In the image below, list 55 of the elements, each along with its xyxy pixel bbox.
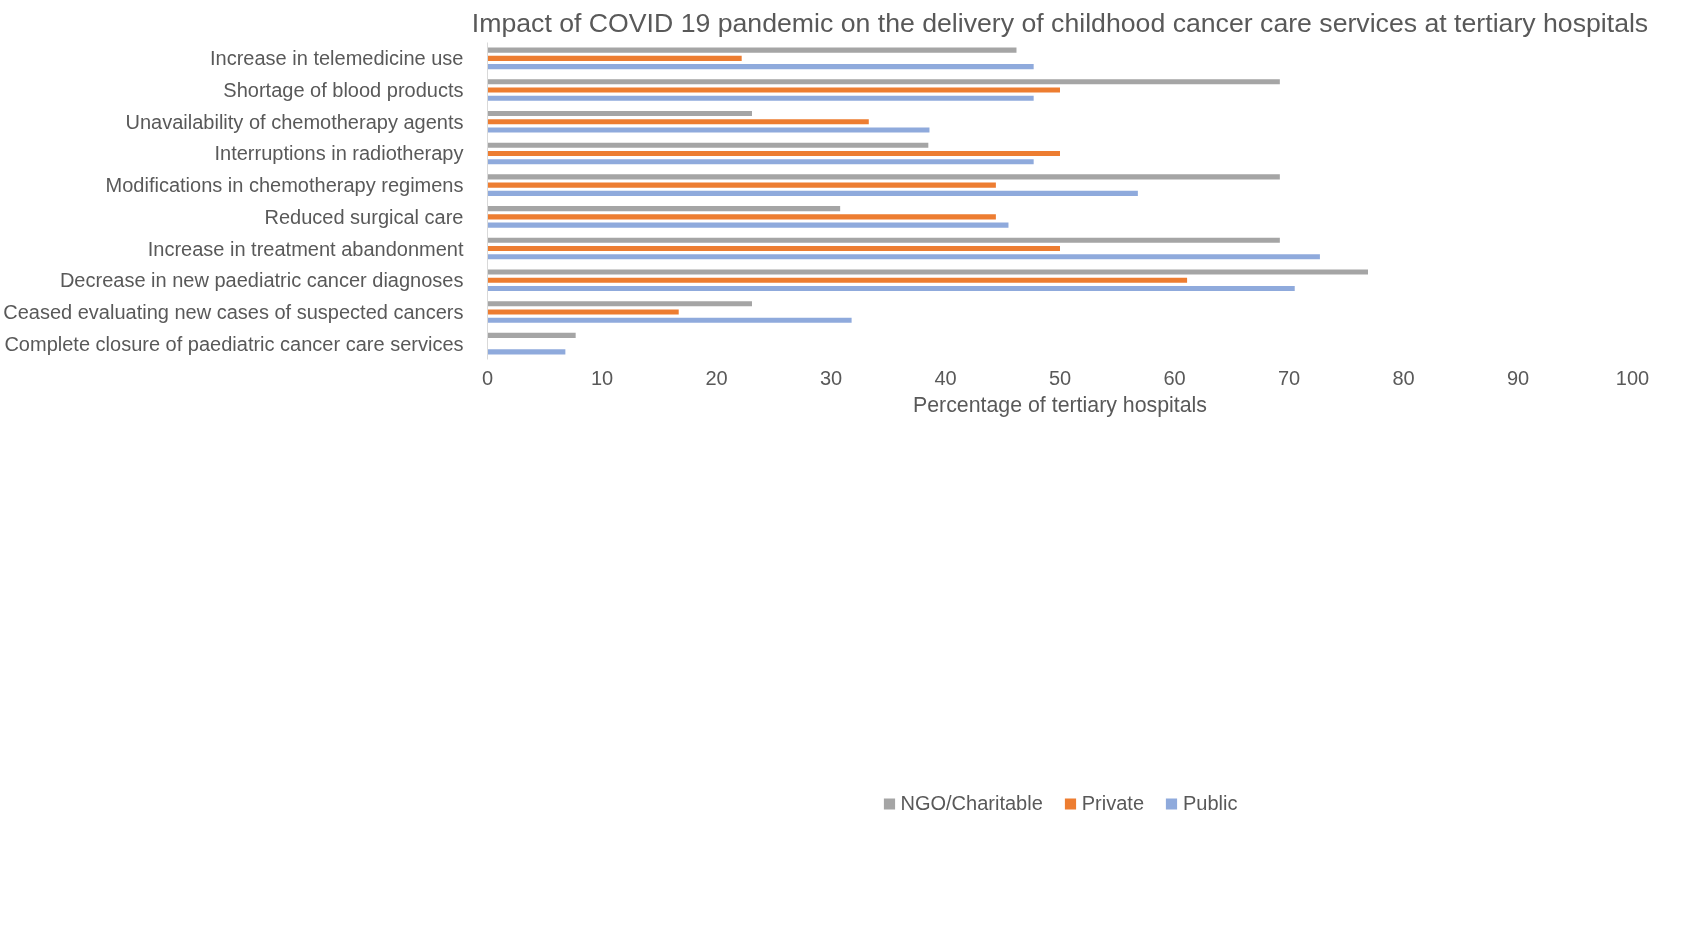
legend-label: Private: [1081, 791, 1145, 815]
y-tick-label: Unavailability of chemotherapy agents: [125, 110, 464, 133]
bar: [487, 285, 1295, 292]
bar: [487, 349, 566, 355]
bar: [487, 301, 752, 307]
bar: [487, 142, 929, 148]
y-tick-label: Complete closure of paediatric cancer care services: [4, 332, 464, 355]
bar: [487, 206, 841, 212]
y-tick-label: Ceased evaluating new cases of suspected cancers: [3, 300, 464, 323]
y-tick-label: Modifications in chemotherapy regimens: [105, 174, 464, 197]
y-tick-label: Decrease in new paediatric cancer diagnoses: [59, 269, 464, 292]
bar: [487, 254, 1320, 260]
x-tick-label: 50: [1048, 366, 1072, 389]
bar: [487, 55, 742, 61]
legend-label: NGO/Charitable: [900, 791, 1043, 815]
x-tick-label: 30: [819, 366, 843, 389]
x-tick-label: 70: [1277, 366, 1301, 389]
bar: [487, 159, 1034, 165]
x-tick-label: 0: [481, 366, 494, 389]
bar: [487, 95, 1034, 101]
y-tick-label: Interruptions in radiotherapy: [214, 142, 464, 165]
chart-title: Impact of COVID 19 pandemic on the delivery of childhood cancer care services at tertiary hospitals: [471, 7, 1649, 38]
bar: [487, 269, 1369, 275]
bar: [487, 190, 1138, 196]
bar: [487, 214, 996, 220]
bar: [487, 182, 996, 188]
bar: [487, 150, 1060, 157]
x-tick-label: 20: [705, 366, 728, 389]
bar: [487, 332, 576, 338]
bar: [487, 127, 930, 133]
bar: [487, 174, 1280, 180]
bar: [487, 317, 852, 323]
y-tick-label: Increase in telemedicine use: [210, 47, 464, 70]
legend-label: Public: [1183, 791, 1238, 815]
x-tick-label: 80: [1392, 366, 1415, 389]
x-tick-label: 90: [1506, 366, 1530, 389]
bar: [487, 87, 1060, 93]
bar: [487, 64, 1034, 70]
bar: [487, 237, 1280, 243]
y-tick-label: Shortage of blood products: [223, 79, 464, 102]
bar: [487, 309, 679, 315]
bar: [487, 277, 1188, 283]
y-tick-label: Reduced surgical care: [264, 205, 464, 228]
bar: [487, 119, 869, 125]
bar: [487, 245, 1060, 252]
x-axis-title: Percentage of tertiary hospitals: [912, 392, 1208, 417]
x-tick-label: 40: [934, 366, 957, 389]
x-tick-label: 60: [1163, 366, 1186, 389]
bar: [487, 222, 1009, 228]
y-tick-label: Increase in treatment abandonment: [147, 237, 464, 260]
bar: [487, 110, 752, 117]
x-tick-label: 100: [1615, 366, 1650, 389]
x-tick-label: 10: [590, 366, 614, 389]
bar: [487, 79, 1280, 85]
bar: [487, 47, 1017, 53]
